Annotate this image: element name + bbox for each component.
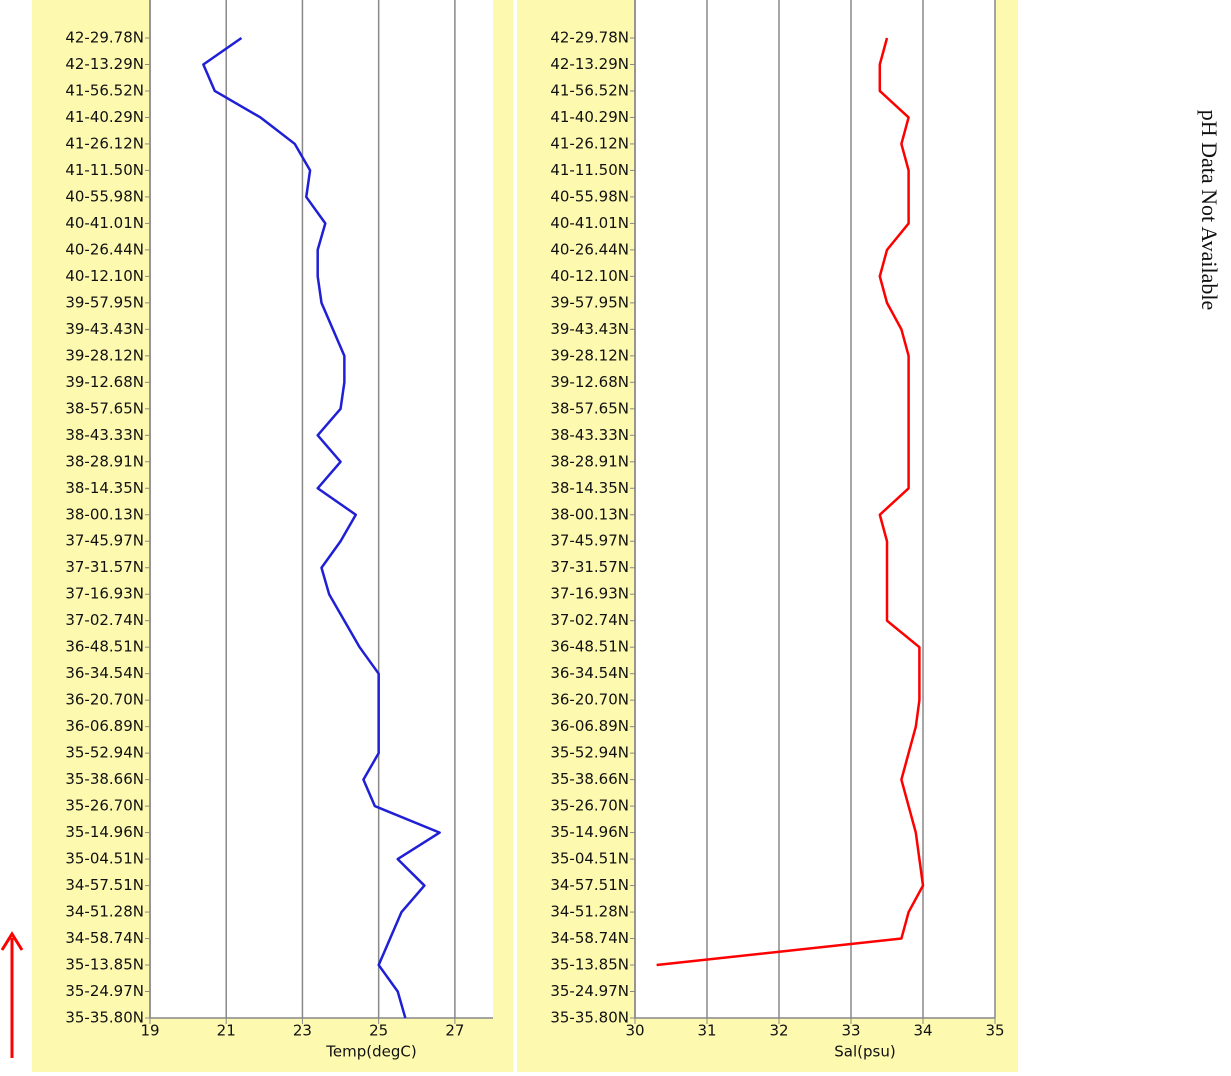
y-tick-label: 40-55.98N <box>65 187 144 205</box>
x-tick-label: 23 <box>293 1022 312 1040</box>
y-tick-label: 42-13.29N <box>550 55 629 73</box>
y-tick-label: 41-11.50N <box>550 161 629 179</box>
y-tick-label: 40-41.01N <box>65 214 144 232</box>
y-tick-label: 41-26.12N <box>550 134 629 152</box>
y-tick-label: 34-57.51N <box>550 876 629 894</box>
y-tick-label: 41-11.50N <box>65 161 144 179</box>
y-tick-label: 34-51.28N <box>550 903 629 921</box>
y-tick-label: 42-13.29N <box>65 55 144 73</box>
y-tick-label: 35-52.94N <box>65 744 144 762</box>
y-tick-label: 40-26.44N <box>550 240 629 258</box>
y-tick-label: 36-34.54N <box>65 664 144 682</box>
y-tick-label: 38-43.33N <box>65 426 144 444</box>
data-line <box>656 37 925 967</box>
y-tick-label: 40-12.10N <box>550 267 629 285</box>
y-tick-label: 38-57.65N <box>65 399 144 417</box>
y-tick-label: 38-00.13N <box>550 505 629 523</box>
data-line <box>202 36 441 1019</box>
direction-arrow-head <box>0 931 24 951</box>
y-tick-label: 42-29.78N <box>550 29 629 47</box>
y-tick-label: 35-24.97N <box>65 982 144 1000</box>
y-tick-label: 35-35.80N <box>65 1009 144 1027</box>
y-tick-label: 35-26.70N <box>65 797 144 815</box>
y-tick-label: 41-56.52N <box>65 81 144 99</box>
y-tick-label: 40-55.98N <box>550 187 629 205</box>
y-tick-label: 41-26.12N <box>65 134 144 152</box>
x-tick-label: 30 <box>625 1022 644 1040</box>
y-tick-label: 35-04.51N <box>550 850 629 868</box>
y-tick-label: 35-38.66N <box>65 770 144 788</box>
y-tick-label: 35-04.51N <box>65 850 144 868</box>
y-tick-label: 36-20.70N <box>65 691 144 709</box>
x-axis-title: Sal(psu) <box>834 1043 895 1061</box>
y-tick-label: 36-34.54N <box>550 664 629 682</box>
y-tick-label: 39-28.12N <box>550 346 629 364</box>
y-tick-label: 38-28.91N <box>550 452 629 470</box>
y-tick-label: 37-02.74N <box>550 611 629 629</box>
y-tick-label: 35-14.96N <box>65 823 144 841</box>
y-tick-label: 41-56.52N <box>550 81 629 99</box>
y-tick-label: 42-29.78N <box>65 29 144 47</box>
y-tick-label: 35-13.85N <box>65 956 144 974</box>
y-tick-label: 38-14.35N <box>65 479 144 497</box>
y-tick-label: 38-00.13N <box>65 505 144 523</box>
y-tick-label: 37-16.93N <box>65 585 144 603</box>
y-tick-label: 40-41.01N <box>550 214 629 232</box>
plot-area <box>150 0 493 1018</box>
y-tick-label: 37-45.97N <box>65 532 144 550</box>
note: pH Data Not Available <box>1197 110 1222 311</box>
y-tick-label: 36-48.51N <box>550 638 629 656</box>
y-tick-label: 35-14.96N <box>550 823 629 841</box>
y-tick-label: 37-45.97N <box>550 532 629 550</box>
x-tick-label: 19 <box>140 1022 159 1040</box>
y-tick-label: 38-14.35N <box>550 479 629 497</box>
y-tick-label: 39-57.95N <box>65 293 144 311</box>
y-tick-label: 39-43.43N <box>65 320 144 338</box>
y-tick-label: 41-40.29N <box>65 108 144 126</box>
y-tick-label: 35-52.94N <box>550 744 629 762</box>
y-tick-label: 36-48.51N <box>65 638 144 656</box>
y-tick-label: 39-57.95N <box>550 293 629 311</box>
x-tick-label: 25 <box>369 1022 388 1040</box>
y-tick-label: 38-57.65N <box>550 399 629 417</box>
x-tick-label: 21 <box>217 1022 236 1040</box>
y-tick-label: 37-31.57N <box>550 558 629 576</box>
y-tick-label: 41-40.29N <box>550 108 629 126</box>
y-tick-label: 36-06.89N <box>550 717 629 735</box>
y-tick-label: 39-12.68N <box>550 373 629 391</box>
y-tick-label: 37-02.74N <box>65 611 144 629</box>
x-tick-label: 31 <box>697 1022 716 1040</box>
y-tick-label: 34-58.74N <box>550 929 629 947</box>
y-tick-label: 38-28.91N <box>65 452 144 470</box>
y-tick-label: 34-58.74N <box>65 929 144 947</box>
plot-area <box>635 0 995 1018</box>
y-tick-label: 39-43.43N <box>550 320 629 338</box>
y-tick-label: 39-12.68N <box>65 373 144 391</box>
y-tick-label: 34-51.28N <box>65 903 144 921</box>
y-tick-label: 36-06.89N <box>65 717 144 735</box>
x-axis-title: Temp(degC) <box>325 1043 416 1061</box>
y-tick-label: 35-24.97N <box>550 982 629 1000</box>
y-tick-label: 35-26.70N <box>550 797 629 815</box>
y-tick-label: 39-28.12N <box>65 346 144 364</box>
y-tick-label: 38-43.33N <box>550 426 629 444</box>
x-tick-label: 34 <box>913 1022 932 1040</box>
y-tick-label: 36-20.70N <box>550 691 629 709</box>
x-tick-label: 33 <box>841 1022 860 1040</box>
y-tick-label: 35-38.66N <box>550 770 629 788</box>
y-tick-label: 35-35.80N <box>550 1009 629 1027</box>
x-tick-label: 35 <box>985 1022 1004 1040</box>
x-tick-label: 32 <box>769 1022 788 1040</box>
y-tick-label: 37-16.93N <box>550 585 629 603</box>
y-tick-label: 40-12.10N <box>65 267 144 285</box>
x-tick-label: 27 <box>445 1022 464 1040</box>
y-tick-label: 40-26.44N <box>65 240 144 258</box>
y-tick-label: 34-57.51N <box>65 876 144 894</box>
y-tick-label: 37-31.57N <box>65 558 144 576</box>
y-tick-label: 35-13.85N <box>550 956 629 974</box>
